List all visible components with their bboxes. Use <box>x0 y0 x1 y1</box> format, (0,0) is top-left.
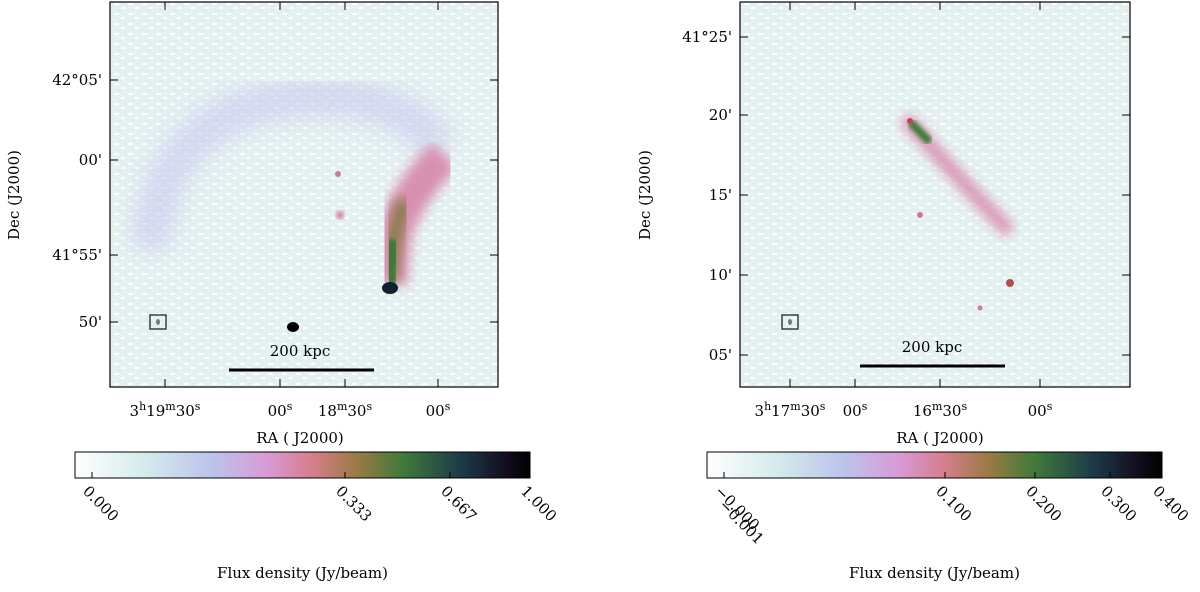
superscript: s <box>287 400 293 413</box>
superscript: s <box>1047 400 1053 413</box>
superscript: m <box>932 400 943 413</box>
colorbar-tick-label: 0.100 <box>932 482 975 525</box>
colorbar-label: Flux density (Jy/beam) <box>849 564 1020 582</box>
y-tick-label: 10' <box>709 266 732 284</box>
x-axis-label: RA ( J2000) <box>256 429 344 447</box>
superscript: s <box>366 400 372 413</box>
y-tick-label: 15' <box>709 186 732 204</box>
y-tick-label: 05' <box>709 346 732 364</box>
digits: 30 <box>347 402 366 420</box>
superscript: s <box>862 400 868 413</box>
x-tick-label: 00s <box>1028 400 1053 420</box>
superscript: h <box>139 400 146 413</box>
y-tick-label: 41°55' <box>52 246 102 264</box>
x-tick-label: 00s <box>426 400 451 420</box>
colorbar-tick-label: 0.400 <box>1149 482 1192 525</box>
x-tick-label: 00s <box>268 400 293 420</box>
digits: 00 <box>426 402 445 420</box>
superscript: s <box>445 400 451 413</box>
digits: 30 <box>801 402 820 420</box>
scale-bar-label: 200 kpc <box>902 338 963 356</box>
scale-bar-label: 200 kpc <box>270 342 331 360</box>
x-axis-label: RA ( J2000) <box>896 429 984 447</box>
digits: 19 <box>146 402 165 420</box>
y-tick-label: 00' <box>79 151 102 169</box>
superscript: s <box>961 400 967 413</box>
superscript: h <box>764 400 771 413</box>
colorbar-label: Flux density (Jy/beam) <box>217 564 388 582</box>
radio-image-right <box>706 1 1163 479</box>
digits: 18 <box>318 402 337 420</box>
digits: 00 <box>1028 402 1047 420</box>
x-tick-label: 18m30s <box>318 400 373 420</box>
digits: 3 <box>130 402 140 420</box>
superscript: m <box>790 400 801 413</box>
digits: 3 <box>755 402 765 420</box>
colorbar-tick-label: 0.667 <box>437 482 480 525</box>
x-tick-label: 3h19m30s <box>130 400 201 420</box>
y-tick-label: 50' <box>79 313 102 331</box>
radio-image-left <box>74 1 531 479</box>
superscript: s <box>195 400 201 413</box>
x-tick-label: 00s <box>843 400 868 420</box>
x-tick-label: 3h17m30s <box>755 400 826 420</box>
superscript: m <box>337 400 348 413</box>
y-tick-label: 20' <box>709 106 732 124</box>
y-tick-label: 41°25' <box>682 28 732 46</box>
colorbar-tick-label: 0.333 <box>332 482 375 525</box>
digits: 30 <box>176 402 195 420</box>
colorbar-tick-label: 1.000 <box>517 482 560 525</box>
digits: 00 <box>843 402 862 420</box>
superscript: m <box>165 400 176 413</box>
y-axis-label: Dec (J2000) <box>636 150 654 240</box>
digits: 16 <box>913 402 932 420</box>
digits: 17 <box>771 402 790 420</box>
superscript: s <box>820 400 826 413</box>
y-tick-label: 42°05' <box>52 71 102 89</box>
digits: 00 <box>268 402 287 420</box>
x-tick-label: 16m30s <box>913 400 968 420</box>
digits: 30 <box>942 402 961 420</box>
colorbar-tick-label: 0.000 <box>79 482 122 525</box>
colorbar-tick-label: 0.200 <box>1022 482 1065 525</box>
y-axis-label: Dec (J2000) <box>5 150 23 240</box>
colorbar-tick-label: 0.300 <box>1097 482 1140 525</box>
